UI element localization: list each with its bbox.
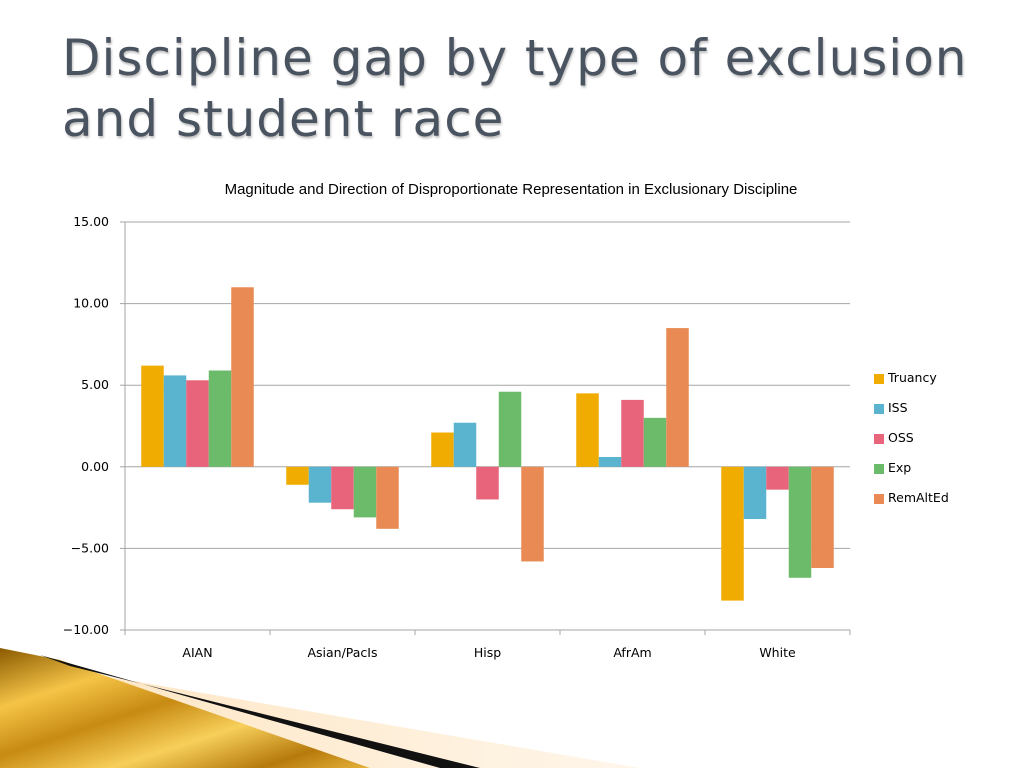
bar-iss-aian: [163, 375, 187, 467]
bar-iss-asianpacis: [308, 466, 332, 503]
bar-iss-afram: [598, 457, 622, 467]
bar-oss-afram: [621, 399, 644, 467]
bar-iss-hisp: [453, 422, 477, 467]
legend: Truancy ISS OSS Exp RemAltEd: [874, 370, 949, 505]
bar-remalted-white: [811, 466, 834, 568]
bar-exp-white: [788, 466, 812, 578]
y-tick-label: 15.00: [73, 214, 109, 229]
legend-label-oss: OSS: [888, 430, 914, 445]
legend-label-iss: ISS: [888, 400, 908, 415]
legend-swatch-truancy: [874, 374, 884, 384]
axes: 15.00 10.00 5.00 0.00 −5.00 −10.00 AIAN Asian/P…: [63, 214, 851, 660]
bar-iss-white: [743, 466, 767, 520]
y-tick-label: 5.00: [81, 377, 109, 392]
y-tick-label: 0.00: [81, 459, 109, 474]
bar-exp-hisp: [498, 391, 522, 467]
legend-swatch-oss: [874, 434, 884, 444]
x-tick-label: Hisp: [474, 645, 501, 660]
y-tick-label: −5.00: [71, 540, 109, 555]
bar-truancy-asianpacis: [286, 466, 309, 485]
slide-title: Discipline gap by type of exclusion and …: [62, 29, 968, 148]
x-tick-label: AfrAm: [613, 645, 651, 660]
bar-oss-asianpacis: [331, 466, 354, 510]
y-tick-label: 10.00: [73, 296, 109, 311]
bar-exp-asianpacis: [353, 466, 377, 518]
bar-truancy-afram: [576, 393, 599, 467]
legend-label-truancy: Truancy: [887, 370, 937, 385]
legend-swatch-remalted: [874, 494, 884, 504]
legend-label-exp: Exp: [888, 460, 911, 475]
bar-oss-aian: [186, 380, 209, 467]
legend-label-remalted: RemAltEd: [888, 490, 949, 505]
bar-exp-afram: [643, 417, 667, 467]
bar-oss-hisp: [476, 466, 499, 500]
chart-title: Magnitude and Direction of Disproportion…: [225, 181, 798, 198]
x-tick-label: Asian/PacIs: [307, 645, 377, 660]
bar-remalted-aian: [231, 287, 254, 467]
bar-truancy-white: [721, 466, 744, 601]
legend-swatch-iss: [874, 404, 884, 414]
x-tick-label: White: [759, 645, 796, 660]
legend-swatch-exp: [874, 464, 884, 474]
bar-remalted-asianpacis: [376, 466, 399, 529]
y-tick-label: −10.00: [63, 622, 109, 637]
x-tick-label: AIAN: [182, 645, 212, 660]
bar-oss-white: [766, 466, 789, 490]
bar-remalted-hisp: [521, 466, 544, 562]
bar-truancy-aian: [141, 365, 164, 467]
bar-exp-aian: [208, 370, 232, 467]
bar-remalted-afram: [666, 328, 689, 467]
bars: [141, 287, 834, 601]
bar-truancy-hisp: [431, 432, 454, 467]
